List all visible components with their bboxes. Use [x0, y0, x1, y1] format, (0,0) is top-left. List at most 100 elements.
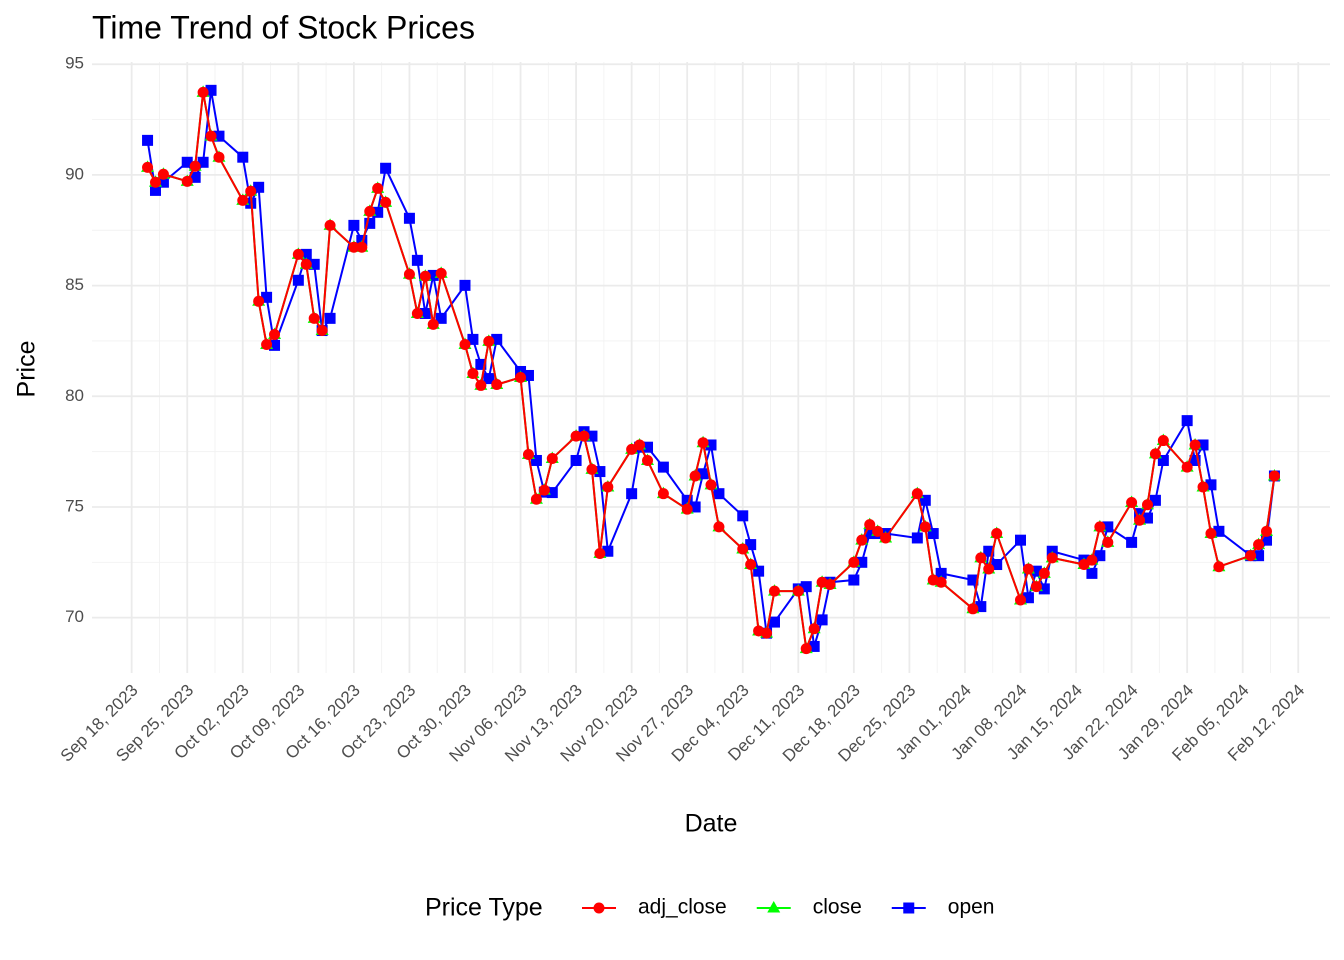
y-tick-label: 85 [65, 275, 84, 294]
legend-label: close [813, 896, 862, 919]
point [435, 267, 447, 279]
point [705, 479, 717, 491]
point [427, 318, 439, 330]
point [808, 640, 820, 652]
point [142, 161, 154, 173]
point [602, 545, 614, 557]
point [602, 481, 614, 493]
point [1094, 521, 1106, 533]
point [848, 556, 860, 568]
point [594, 547, 606, 559]
point [197, 156, 209, 168]
point [1245, 550, 1257, 562]
point [657, 488, 669, 500]
y-tick-label: 75 [65, 496, 84, 515]
point [737, 543, 749, 555]
point [856, 534, 868, 546]
point [642, 454, 654, 466]
point [308, 258, 320, 270]
point [364, 217, 376, 229]
point [1134, 514, 1146, 526]
point [380, 162, 392, 174]
point [1197, 439, 1209, 451]
point [467, 367, 479, 379]
point [864, 519, 876, 531]
point [142, 134, 154, 146]
point [800, 581, 812, 593]
point [1030, 565, 1042, 577]
point [713, 488, 725, 500]
point [657, 461, 669, 473]
point [864, 528, 876, 540]
point [419, 270, 431, 282]
point [737, 510, 749, 522]
point [626, 488, 638, 500]
point [593, 902, 605, 914]
point [903, 902, 915, 914]
point [753, 565, 765, 577]
point [483, 373, 495, 385]
point [872, 525, 884, 537]
series [141, 85, 1281, 654]
point [316, 325, 328, 337]
point [253, 181, 265, 193]
point [1197, 481, 1209, 493]
point [483, 335, 495, 347]
point [800, 643, 812, 655]
point [1157, 435, 1169, 447]
point [197, 86, 209, 98]
point [935, 567, 947, 579]
y-tick-label: 95 [65, 54, 84, 73]
point [1126, 536, 1138, 548]
point [1213, 525, 1225, 537]
point [403, 212, 415, 224]
point [1253, 550, 1265, 562]
point [586, 463, 598, 475]
point [975, 552, 987, 564]
point [348, 241, 360, 253]
y-axis-label: Price [13, 341, 41, 398]
point [1126, 497, 1138, 509]
point [403, 268, 415, 280]
point [467, 333, 479, 345]
point [380, 196, 392, 208]
point [269, 329, 281, 341]
point [261, 338, 273, 350]
point [530, 454, 542, 466]
point [919, 521, 931, 533]
point [253, 295, 265, 307]
point [761, 627, 773, 639]
point [205, 84, 217, 96]
point [427, 269, 439, 281]
point [1022, 563, 1034, 575]
point [1268, 470, 1280, 482]
point [1205, 479, 1217, 491]
point [1181, 461, 1193, 473]
grid [92, 62, 1330, 673]
point [1015, 534, 1026, 546]
point [848, 574, 860, 586]
point [324, 312, 336, 324]
point [237, 194, 249, 206]
point [1022, 592, 1034, 604]
point [594, 466, 606, 478]
point [1253, 539, 1265, 551]
point [372, 206, 384, 218]
point [1015, 594, 1026, 606]
point [292, 248, 304, 260]
point [300, 248, 312, 260]
point [745, 539, 757, 551]
point [157, 176, 169, 188]
point [237, 151, 249, 163]
point [991, 528, 1003, 540]
point [808, 623, 820, 635]
point [1086, 554, 1098, 566]
point [927, 528, 939, 540]
point [1189, 439, 1201, 451]
point [189, 160, 201, 172]
point [1038, 567, 1050, 579]
point [983, 563, 995, 575]
point [245, 185, 257, 197]
point [181, 175, 193, 187]
point [967, 574, 979, 586]
